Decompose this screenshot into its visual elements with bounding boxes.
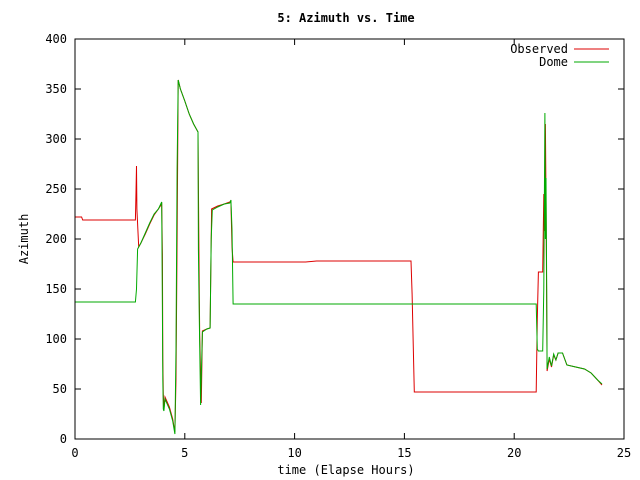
- y-tick-label: 250: [45, 182, 67, 196]
- y-tick-label: 50: [53, 382, 67, 396]
- y-tick-label: 200: [45, 232, 67, 246]
- legend-label-observed: Observed: [510, 42, 568, 56]
- y-tick-label: 150: [45, 282, 67, 296]
- chart-title: 5: Azimuth vs. Time: [277, 11, 414, 25]
- y-axis-label: Azimuth: [17, 214, 31, 265]
- y-tick-label: 300: [45, 132, 67, 146]
- series-line-dome: [75, 79, 603, 435]
- plot-frame: [74, 38, 625, 440]
- y-tick-label: 100: [45, 332, 67, 346]
- series-layer: [75, 79, 603, 435]
- x-tick-label: 5: [181, 446, 188, 460]
- y-tick-label: 0: [60, 432, 67, 446]
- x-axis-label: time (Elapse Hours): [277, 463, 414, 477]
- y-tick-label: 400: [45, 32, 67, 46]
- x-tick-label: 15: [397, 446, 411, 460]
- y-tick-label: 350: [45, 82, 67, 96]
- x-tick-label: 10: [287, 446, 301, 460]
- x-tick-label: 0: [71, 446, 78, 460]
- legend-label-dome: Dome: [539, 55, 568, 69]
- x-tick-label: 25: [617, 446, 631, 460]
- x-tick-label: 20: [507, 446, 521, 460]
